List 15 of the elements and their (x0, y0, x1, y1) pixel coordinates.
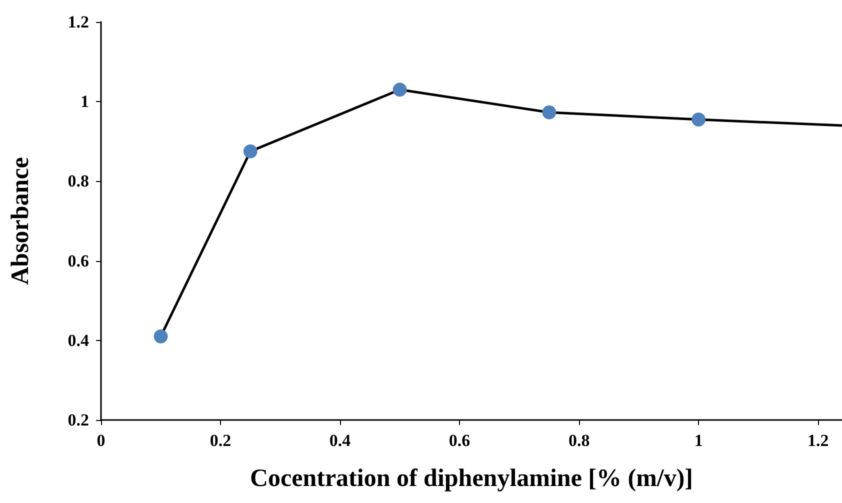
y-tick-label: 0.4 (68, 330, 90, 350)
x-tick-label: 0 (96, 431, 106, 450)
x-tick-label: 0.8 (568, 431, 590, 450)
y-tick-label: 0.2 (68, 410, 89, 430)
y-tick-label: 1 (80, 92, 89, 112)
y-tick-label: 1.2 (68, 12, 89, 32)
y-tick-label: 0.8 (68, 172, 89, 191)
x-tick-label: 1 (694, 431, 703, 450)
y-axis-title: Absorbance (7, 157, 34, 285)
x-axis-title: Cocentration of diphenylamine [% (m/v)] (250, 465, 694, 492)
x-tick-label: 0.6 (448, 431, 470, 450)
y-tick-label: 0.6 (68, 251, 89, 270)
x-tick-label: 0.2 (210, 431, 232, 450)
x-tick-label: 1.2 (807, 431, 829, 450)
x-tick-label: 0.4 (329, 431, 352, 450)
